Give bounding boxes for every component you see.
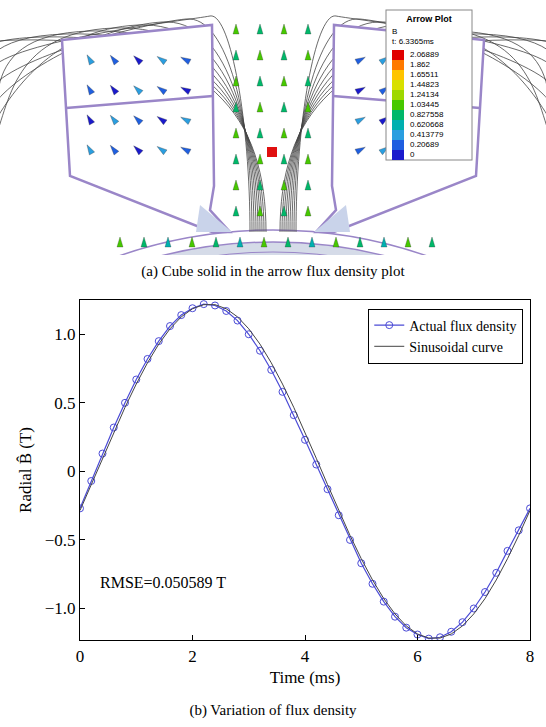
svg-text:Arrow Plot: Arrow Plot — [406, 14, 452, 24]
svg-text:Sinusoidal curve: Sinusoidal curve — [409, 340, 503, 355]
html-text:(b) Variation of flux density: (b) Variation of flux density — [189, 702, 357, 718]
svg-text:−1.0: −1.0 — [45, 599, 76, 618]
svg-text:1.44823: 1.44823 — [410, 80, 439, 89]
svg-text:−0.5: −0.5 — [45, 531, 76, 550]
svg-text:0.20689: 0.20689 — [410, 140, 439, 149]
svg-text:0.413779: 0.413779 — [410, 130, 444, 139]
svg-text:0: 0 — [410, 150, 415, 159]
svg-text:0.620668: 0.620668 — [410, 120, 444, 129]
svg-text:0: 0 — [67, 462, 76, 481]
svg-text:1.0: 1.0 — [54, 325, 75, 344]
svg-text:0.5: 0.5 — [54, 394, 75, 413]
svg-text:1.65511: 1.65511 — [410, 70, 439, 79]
svg-text:B: B — [392, 27, 397, 36]
svg-text:0: 0 — [76, 647, 85, 666]
svg-text:6: 6 — [413, 647, 422, 666]
html-text:(a) Cube solid in the arrow fl: (a) Cube solid in the arrow flux density… — [141, 263, 405, 279]
svg-text:1.03445: 1.03445 — [410, 100, 439, 109]
svg-text:2.06889: 2.06889 — [410, 50, 439, 59]
svg-text:2: 2 — [188, 647, 197, 666]
svg-text:t: 6.3365ms: t: 6.3365ms — [392, 37, 434, 46]
svg-text:Radial B̂ (T): Radial B̂ (T) — [16, 427, 35, 513]
svg-text:4: 4 — [301, 647, 310, 666]
svg-text:Actual flux density: Actual flux density — [409, 319, 516, 334]
svg-text:0.827558: 0.827558 — [410, 110, 444, 119]
svg-text:1.24134: 1.24134 — [410, 90, 439, 99]
svg-text:Time (ms): Time (ms) — [270, 668, 341, 687]
svg-text:1.862: 1.862 — [410, 60, 431, 69]
svg-text:RMSE=0.050589 T: RMSE=0.050589 T — [100, 574, 226, 591]
svg-text:8: 8 — [526, 647, 535, 666]
